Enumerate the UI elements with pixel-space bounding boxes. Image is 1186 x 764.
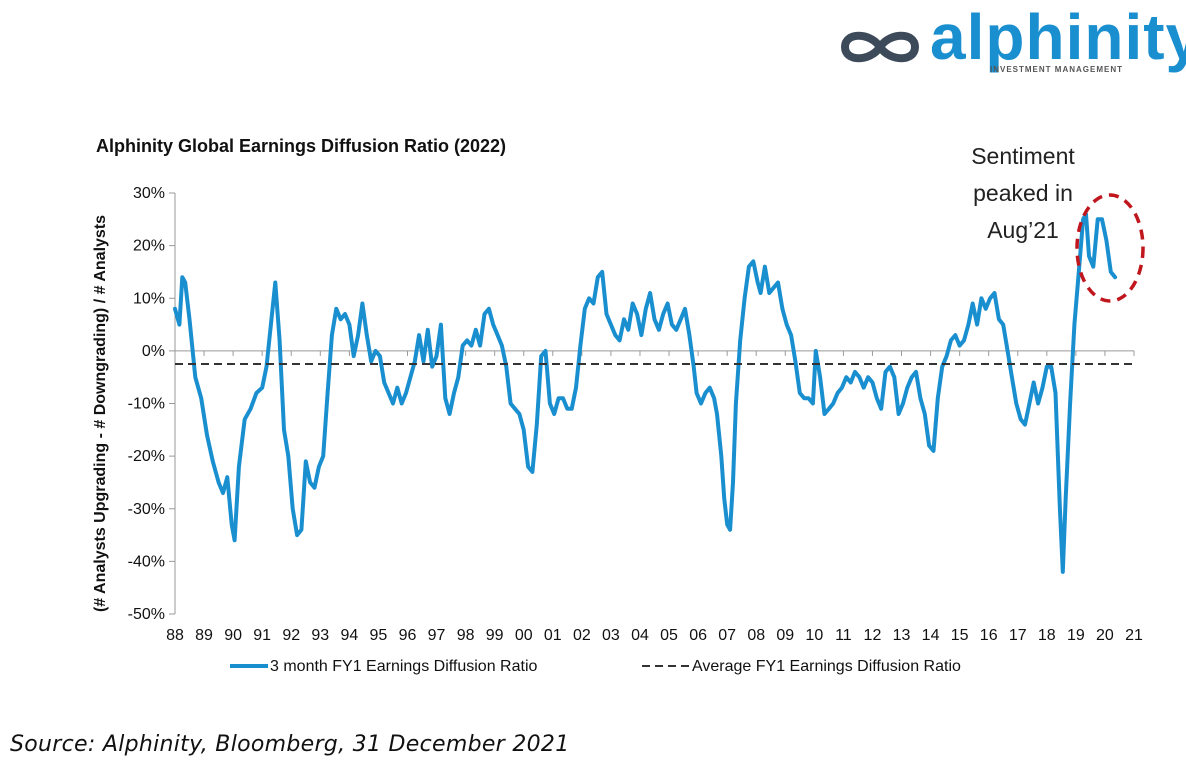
source-note: Source: Alphinity, Bloomberg, 31 Decembe… [10,732,570,757]
x-tick-label: 94 [340,627,358,644]
x-tick-label: 92 [282,627,300,644]
x-tick-label: 11 [835,627,852,644]
x-tick-label: 93 [311,627,329,644]
annotation-line-3: Aug’21 [987,217,1059,243]
x-tick-label: 04 [631,627,649,644]
x-tick-label: 20 [1096,627,1114,644]
x-tick-label: 91 [253,627,271,644]
x-tick-label: 89 [195,627,213,644]
legend-label-average: Average FY1 Earnings Diffusion Ratio [692,658,961,675]
logo-subtext: INVESTMENT MANAGEMENT [990,65,1123,74]
x-tick-label: 10 [805,627,823,644]
x-tick-label: 13 [893,627,911,644]
x-tick-label: 97 [428,627,446,644]
x-tick-label: 17 [1009,627,1027,644]
y-axis-title: (# Analysts Upgrading - # Downgrading) /… [92,215,109,612]
sentiment-annotation: Sentiment peaked in Aug’21 [938,138,1108,249]
x-tick-label: 09 [776,627,794,644]
x-tick-label: 01 [544,627,562,644]
x-tick-label: 96 [399,627,417,644]
infinity-icon [840,31,920,63]
x-tick-label: 08 [747,627,765,644]
chart-axes: 30% 20% 10% 0% -10% -20% -30% -40% -50%88 89 90 91 9… [92,185,1143,644]
x-tick-label: 02 [573,627,591,644]
y-tick-label: -20% [128,448,165,465]
x-tick-label: 03 [602,627,620,644]
y-tick-label: -30% [128,501,165,518]
diffusion-ratio-line [173,212,1118,574]
x-tick-label: 95 [370,627,388,644]
annotation-line-1: Sentiment [971,143,1075,169]
chart-series [173,212,1134,574]
y-tick-label: -10% [128,396,165,413]
company-logo: alphinity INVESTMENT MANAGEMENT [830,1,1186,80]
peak-highlight-circle [1075,193,1145,303]
y-tick-label: -40% [128,553,165,570]
x-tick-label: 21 [1125,627,1143,644]
x-tick-label: 88 [166,627,184,644]
logo-wordmark: alphinity [930,1,1186,73]
y-tick-label: 30% [133,185,165,202]
x-tick-label: 15 [951,627,969,644]
x-tick-label: 90 [224,627,242,644]
chart-legend: 3 month FY1 Earnings Diffusion Ratio Aver… [230,658,961,675]
annotation-line-2: peaked in [973,180,1073,206]
x-tick-label: 12 [864,627,882,644]
x-tick-label: 98 [457,627,475,644]
y-tick-label: 10% [133,290,165,307]
x-tick-label: 05 [660,627,678,644]
chart-title: Alphinity Global Earnings Diffusion Rati… [96,136,507,156]
y-tick-label: 20% [133,238,165,255]
legend-label-ratio: 3 month FY1 Earnings Diffusion Ratio [270,658,538,675]
x-tick-label: 14 [922,627,940,644]
x-tick-label: 19 [1067,627,1085,644]
x-tick-label: 00 [515,627,533,644]
y-tick-label: 0% [142,343,165,360]
y-tick-label: -50% [128,606,165,623]
x-tick-label: 07 [718,627,736,644]
x-tick-label: 06 [689,627,707,644]
x-tick-label: 18 [1038,627,1056,644]
x-tick-label: 16 [980,627,998,644]
x-tick-label: 99 [486,627,504,644]
